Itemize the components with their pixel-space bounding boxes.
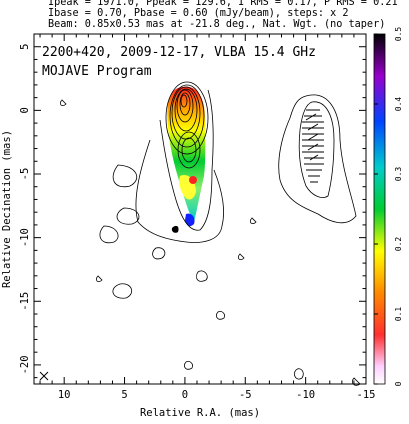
x-tick-label: 5: [121, 389, 127, 401]
x-tick-label: -5: [239, 389, 252, 401]
jet-knot-blue: [185, 213, 195, 227]
plot-title: 2200+420, 2009-12-17, VLBA 15.4 GHz: [42, 45, 316, 60]
colorbar-tick-label: 0.3: [394, 167, 403, 182]
y-tick-label: -15: [19, 292, 31, 311]
x-tick-label: 0: [182, 389, 188, 401]
y-tick-label: -5: [19, 168, 31, 181]
y-tick-label: 0: [19, 107, 31, 113]
intensity-contours: [59, 81, 257, 370]
jet-knot-red: [189, 176, 197, 184]
header-line-3: Beam: 0.85x0.53 mas at -21.8 deg., Nat. …: [48, 19, 386, 30]
total-intensity-panel: [59, 81, 257, 370]
colorbar-tick-label: 0.2: [394, 237, 403, 252]
y-tick-label: 5: [19, 44, 31, 50]
x-tick-label: -15: [357, 389, 376, 401]
x-tick-label: -10: [296, 389, 315, 401]
y-tick-label: -10: [19, 228, 31, 247]
colorbar-ticks: 0 0.1 0.2 0.3 0.4 0.5: [374, 27, 403, 386]
beam-marker: [39, 371, 49, 381]
pol-knot-1: [294, 368, 304, 380]
pol-outline-mid: [298, 101, 335, 198]
x-tick-label: 10: [58, 389, 71, 401]
core-region: [171, 225, 179, 233]
x-tick-labels: 10 5 0 -5 -10 -15: [58, 389, 376, 401]
header-line-1: Ipeak = 1971.0, Ppeak = 129.6, I RMS = 0…: [48, 0, 398, 8]
colorbar-tick-label: 0.5: [394, 27, 403, 42]
x-axis-label: Relative R.A. (mas): [140, 407, 260, 419]
polarization-vectors: [302, 109, 324, 183]
pol-knot-2: [352, 377, 361, 386]
y-tick-labels: 5 0 -5 -10 -15 -20: [19, 44, 31, 375]
colorbar: [373, 33, 386, 385]
pol-outline-outer: [278, 94, 357, 224]
polarization-panel: [278, 94, 361, 386]
axis-ticks: [34, 33, 367, 384]
colorbar-tick-label: 0.4: [394, 97, 403, 112]
plot-frame: [33, 33, 367, 385]
y-axis-label: Relative Decination (mas): [1, 130, 13, 288]
y-tick-label: -20: [19, 355, 31, 374]
plot-subtitle: MOJAVE Program: [42, 64, 152, 79]
colorbar-tick-label: 0.1: [394, 307, 403, 322]
colorbar-tick-label: 0: [394, 381, 403, 386]
header-line-2: Ibase = 0.70, Pbase = 0.60 (mJy/beam), s…: [48, 8, 349, 19]
